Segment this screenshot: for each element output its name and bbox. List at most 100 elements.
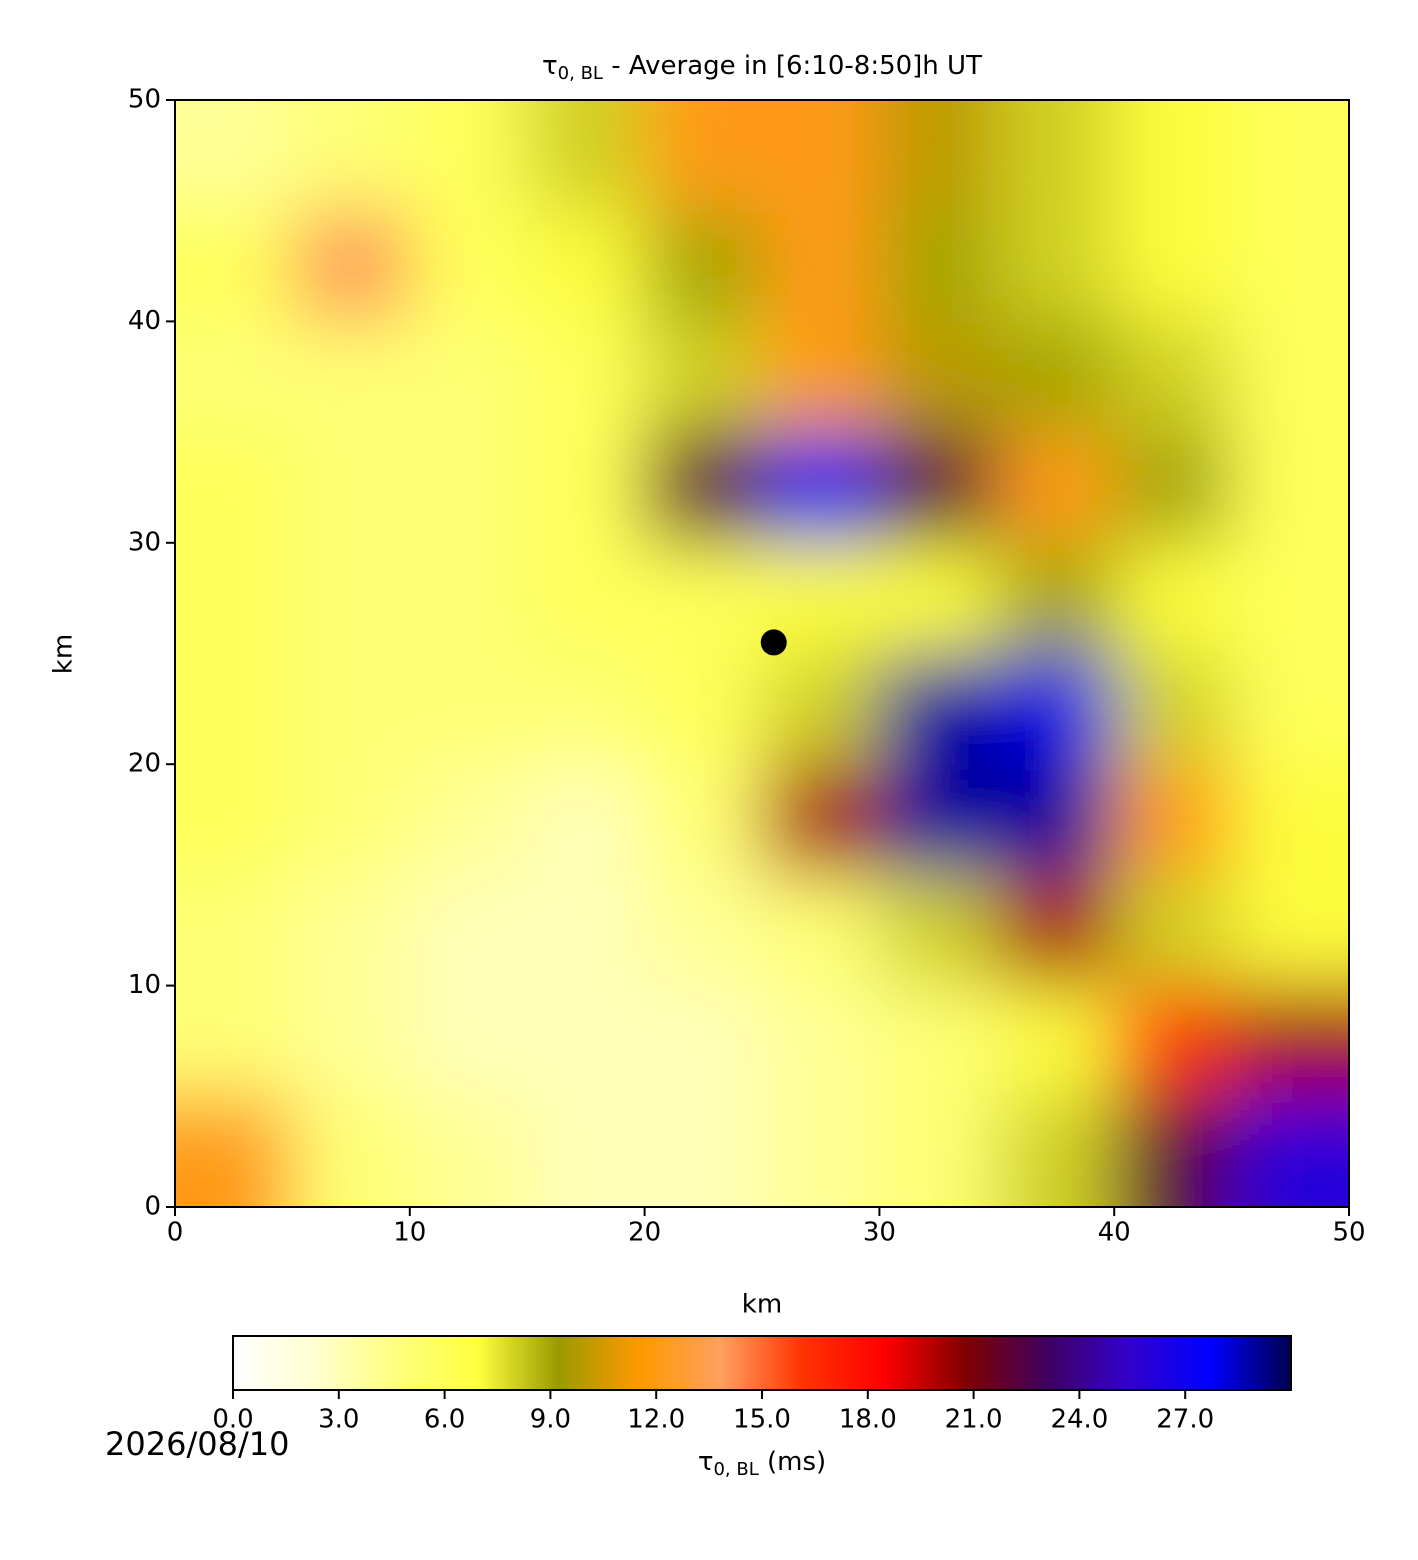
heatmap-cell [644,432,762,543]
chart-title: τ0, BL - Average in [6:10-8:50]h UT [542,51,982,85]
heatmap-cell [879,210,997,322]
heatmap-cell [1114,432,1232,543]
heatmap-cell [644,210,762,322]
heatmap-cell [409,210,528,322]
y-tick-label: 40 [128,306,161,336]
heatmap-cell [762,764,880,875]
heatmap-cell [996,874,1115,986]
y-tick-label: 0 [144,1192,161,1222]
heatmap-cell [1231,1096,1349,1207]
heatmap-cell [292,1096,410,1207]
heatmap-cell [996,100,1115,211]
x-tick-label: 30 [863,1218,896,1248]
heatmap-cell [996,1096,1115,1207]
heatmap-cell [292,100,410,211]
heatmap-cell [762,100,880,211]
heatmap-cell [409,100,528,211]
heatmap-cell [527,321,645,433]
heatmap-cell [644,100,762,211]
date-annotation: 2026/08/10 [105,1425,289,1463]
colorbar-tick-label: 15.0 [733,1405,791,1435]
heatmap-cell [292,321,410,433]
heatmap-cell [409,542,528,654]
heatmap-cell [879,321,997,433]
heatmap-cell [644,1096,762,1207]
y-tick-label: 50 [128,85,161,115]
heatmap-cell [1231,542,1349,654]
heatmap-cell [409,432,528,543]
heatmap-cell [1231,653,1349,765]
heatmap-cell [1114,985,1232,1097]
heatmap-cell [644,764,762,875]
heatmap-cell [292,210,410,322]
heatmap-cell [996,764,1115,875]
heatmap-cell [996,653,1115,765]
heatmap-cell [175,653,293,765]
y-tick-label: 30 [128,527,161,557]
colorbar-tick-label: 6.0 [424,1405,465,1435]
heatmap-cell [409,321,528,433]
heatmap-cell [1114,764,1232,875]
heatmap-cell [762,874,880,986]
heatmap-cell [1231,874,1349,986]
colorbar [232,1335,1292,1391]
heatmap-cell [996,542,1115,654]
heatmap-cell [1231,321,1349,433]
heatmap-cell [409,985,528,1097]
x-tick-label: 10 [393,1218,426,1248]
heatmap-cell [879,100,997,211]
heatmap-cell [644,985,762,1097]
heatmap-cell [527,210,645,322]
plot-frame [174,99,1350,1208]
colorbar-tick-label: 27.0 [1156,1405,1214,1435]
heatmap-cell [1114,321,1232,433]
heatmap-cell [527,100,645,211]
heatmap-cell [996,321,1115,433]
heatmap-cell [409,874,528,986]
heatmap-cell [292,985,410,1097]
heatmap-cell [762,432,880,543]
heatmap-cell [409,1096,528,1207]
heatmap-cell [996,985,1115,1097]
heatmap-cell [175,764,293,875]
x-tick-label: 0 [167,1218,184,1248]
heatmap-cell [762,653,880,765]
heatmap-cell [292,874,410,986]
y-axis-label: km [49,634,79,674]
heatmap-cell [879,764,997,875]
heatmap-cell [292,653,410,765]
heatmap-cell [1231,764,1349,875]
heatmap-cell [527,874,645,986]
heatmap-cell [175,432,293,543]
colorbar-tick-label: 3.0 [318,1405,359,1435]
heatmap-cell [409,764,528,875]
heatmap-cell [175,100,293,211]
heatmap-cell [1231,210,1349,322]
heatmap-cell [762,321,880,433]
y-tick-label: 10 [128,970,161,1000]
heatmap-cell [644,542,762,654]
heatmap-cell [527,764,645,875]
heatmap-cell [527,1096,645,1207]
heatmap-cell [644,321,762,433]
colorbar-tick-label: 24.0 [1050,1405,1108,1435]
heatmap-cell [879,874,997,986]
heatmap-cell [762,1096,880,1207]
heatmap-cell [879,985,997,1097]
heatmap-cell [762,210,880,322]
site-marker [760,629,787,656]
heatmap-cell [527,653,645,765]
heatmap-cell [1114,874,1232,986]
heatmap-cell [996,432,1115,543]
heatmap-cell [879,432,997,543]
heatmap-cell [1114,210,1232,322]
colorbar-tick-label: 18.0 [839,1405,897,1435]
heatmap-cell [292,542,410,654]
heatmap-cell [175,321,293,433]
heatmap-cell [1114,100,1232,211]
heatmap-cell [644,653,762,765]
heatmap-cell [644,874,762,986]
heatmap-cell [762,985,880,1097]
heatmap-cell [175,1096,293,1207]
